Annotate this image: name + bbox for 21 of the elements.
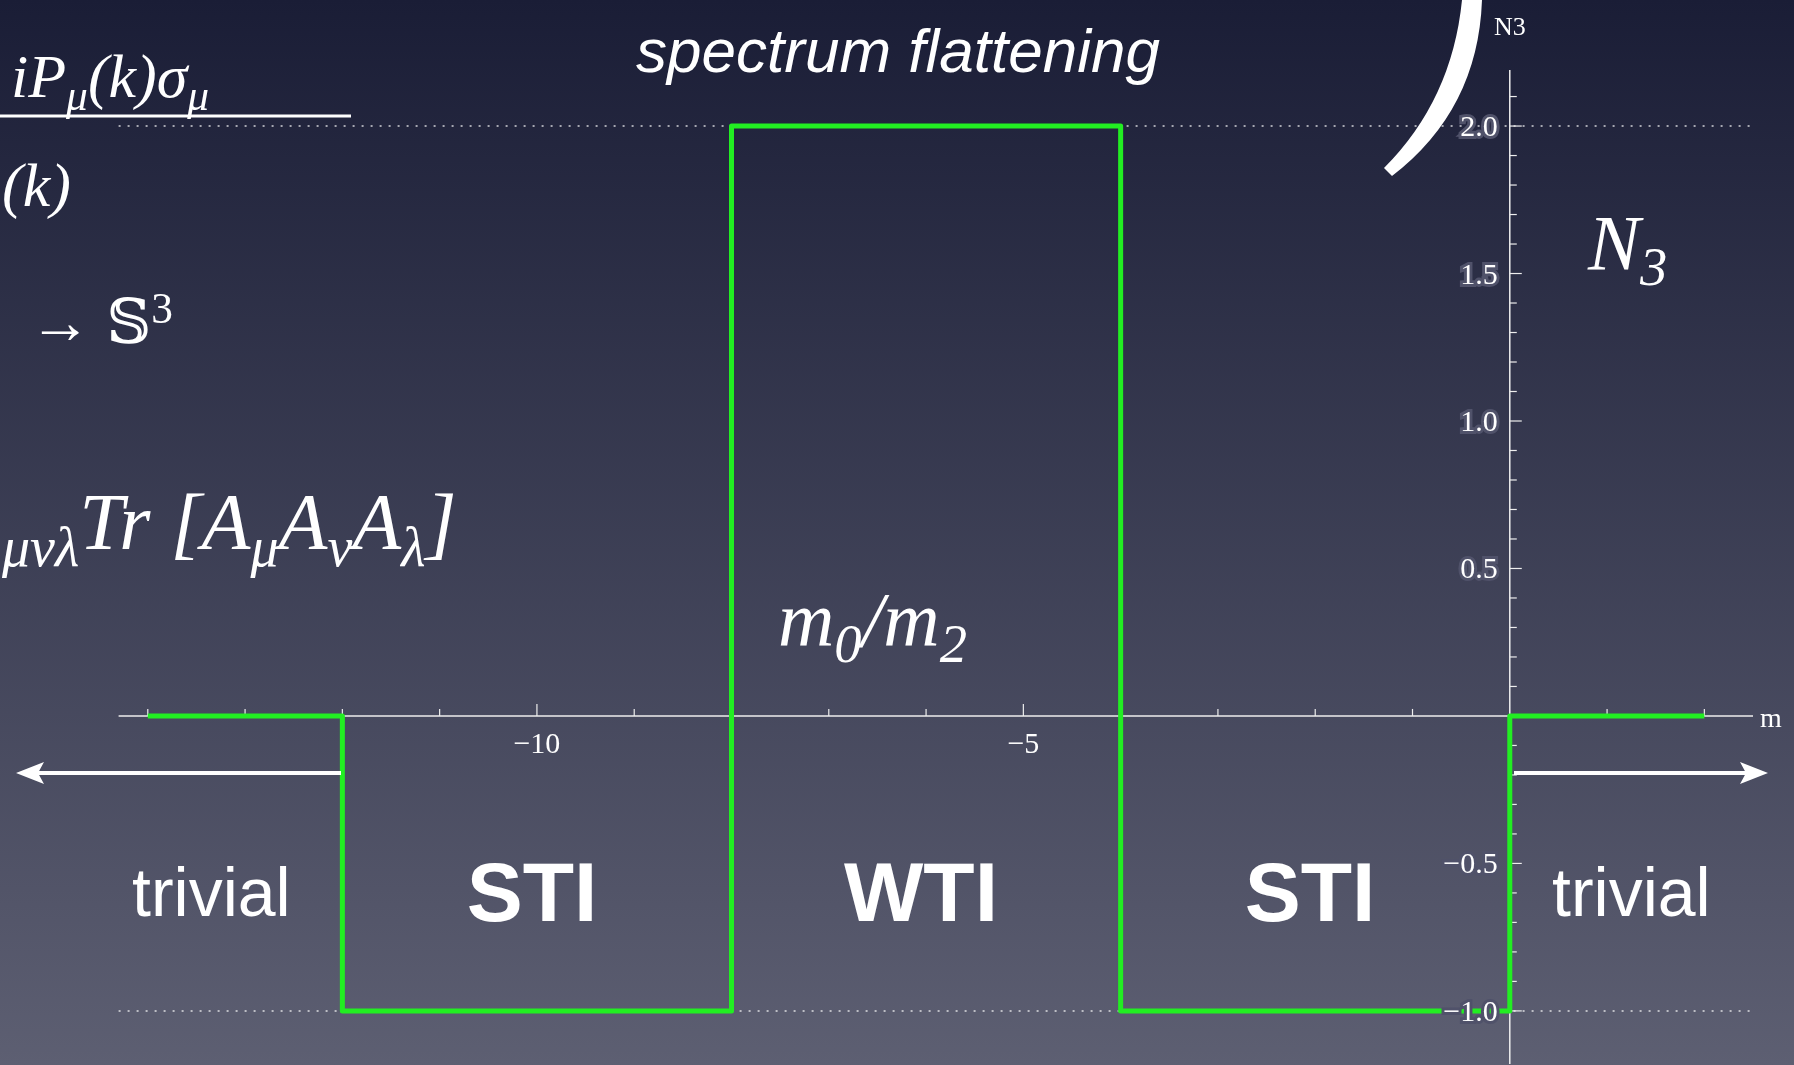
y-tick-label: 0.5	[1460, 551, 1498, 585]
chart-title: spectrum flattening	[636, 16, 1160, 85]
annotation: STI	[1244, 845, 1376, 939]
annotation: WTI	[844, 845, 998, 939]
x-axis-title: m	[1760, 702, 1782, 733]
annotation: iP$_{μ}$(k)σ$_{μ}$	[11, 42, 210, 120]
annotation: → 𝕊$^{3}$	[29, 284, 173, 356]
annotation: trivial	[132, 854, 291, 930]
y-tick-label: −0.5	[1443, 846, 1498, 880]
annotation: m$_{0}$/m$_{2}$	[778, 576, 967, 675]
text: (k)	[2, 151, 71, 220]
annotation: N$_{3}$	[1587, 199, 1668, 298]
x-tick-label: −10	[513, 725, 561, 759]
y-tick-label: 1.0	[1460, 404, 1498, 437]
y-tick-label: 2.0	[1460, 109, 1498, 143]
x-tick-label: −5	[1007, 725, 1040, 759]
annotation: trivial	[1552, 854, 1711, 930]
y-axis-title: N3	[1493, 12, 1526, 41]
annotation: STI	[466, 845, 598, 939]
annotation: $_{μνλ}$Tr [A$_{μ}$A$_{ν}$A$_{λ}$]	[1, 478, 457, 578]
y-tick-label: 1.5	[1460, 256, 1498, 290]
